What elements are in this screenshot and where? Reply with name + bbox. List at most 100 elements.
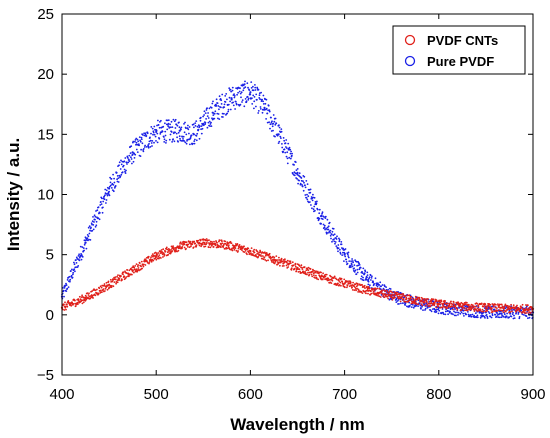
data-point	[344, 255, 347, 258]
data-point	[162, 248, 165, 251]
data-point	[100, 203, 103, 206]
data-point	[230, 242, 233, 245]
data-point	[390, 290, 393, 293]
data-point	[169, 126, 172, 129]
data-point	[117, 181, 120, 183]
data-point	[307, 266, 310, 269]
data-point	[172, 118, 175, 121]
data-point	[236, 243, 239, 245]
data-point	[348, 285, 351, 288]
data-point	[284, 258, 286, 261]
data-point	[331, 279, 334, 282]
data-point	[251, 97, 253, 100]
data-point	[274, 123, 277, 126]
data-point	[330, 233, 333, 236]
data-point	[199, 119, 202, 122]
data-point	[252, 85, 254, 88]
data-point	[382, 295, 385, 297]
data-point	[430, 310, 433, 313]
data-point	[463, 306, 466, 309]
data-point	[83, 243, 86, 246]
data-point	[149, 139, 152, 142]
data-point	[404, 300, 407, 303]
data-point	[91, 229, 94, 232]
data-point	[215, 104, 218, 106]
data-point	[448, 304, 451, 307]
data-point	[256, 87, 259, 90]
data-point	[398, 303, 400, 305]
data-point	[169, 133, 172, 136]
data-point	[198, 137, 201, 140]
data-point	[98, 287, 101, 290]
data-point	[409, 297, 412, 300]
data-point	[74, 305, 77, 307]
data-point	[115, 282, 117, 285]
data-point	[219, 239, 221, 242]
data-point	[183, 246, 186, 249]
data-point	[400, 297, 403, 300]
data-point	[425, 298, 427, 300]
data-point	[140, 148, 143, 151]
data-point	[400, 302, 402, 305]
data-point	[485, 314, 488, 316]
data-point	[175, 248, 178, 250]
data-point	[63, 287, 66, 289]
data-point	[268, 109, 271, 112]
data-point	[195, 244, 198, 247]
data-point	[206, 107, 209, 110]
data-point	[145, 146, 148, 148]
data-point	[171, 126, 174, 128]
data-point	[135, 137, 138, 140]
data-point	[367, 283, 370, 286]
data-point	[502, 311, 505, 313]
data-point	[496, 312, 499, 314]
data-point	[185, 142, 188, 145]
data-point	[150, 142, 153, 144]
data-point	[295, 169, 298, 172]
y-tick-label: 0	[46, 307, 54, 324]
data-point	[109, 184, 112, 187]
data-point	[125, 169, 127, 172]
data-point	[348, 260, 351, 262]
data-point	[198, 244, 201, 247]
data-point	[238, 90, 241, 93]
data-point	[311, 207, 313, 210]
data-point	[508, 305, 511, 308]
data-point	[136, 151, 139, 154]
data-point	[190, 245, 192, 248]
data-point	[327, 225, 330, 228]
data-point	[337, 244, 340, 246]
data-point	[471, 313, 474, 316]
data-point	[242, 89, 245, 92]
data-point	[512, 311, 514, 314]
data-point	[399, 296, 402, 299]
x-tick-label: 600	[238, 386, 263, 403]
data-point	[256, 252, 259, 255]
data-point	[420, 307, 422, 310]
data-point	[479, 316, 482, 319]
data-point	[77, 255, 80, 257]
data-point	[75, 266, 78, 268]
data-point	[144, 144, 147, 147]
data-point	[486, 307, 489, 310]
data-point	[293, 164, 295, 166]
data-point	[221, 93, 224, 96]
data-point	[99, 212, 101, 214]
data-point	[481, 308, 484, 311]
data-point	[223, 106, 226, 108]
data-point	[202, 115, 205, 118]
data-point	[294, 262, 297, 265]
data-point	[167, 253, 170, 256]
data-point	[468, 308, 471, 311]
data-point	[278, 259, 281, 261]
data-point	[480, 302, 483, 305]
data-point	[221, 240, 223, 243]
data-point	[313, 274, 315, 277]
data-point	[231, 86, 234, 89]
data-point	[164, 134, 167, 137]
data-point	[178, 126, 181, 129]
data-point	[460, 311, 463, 314]
data-point	[278, 124, 280, 127]
data-point	[330, 237, 332, 240]
data-point	[62, 287, 64, 289]
